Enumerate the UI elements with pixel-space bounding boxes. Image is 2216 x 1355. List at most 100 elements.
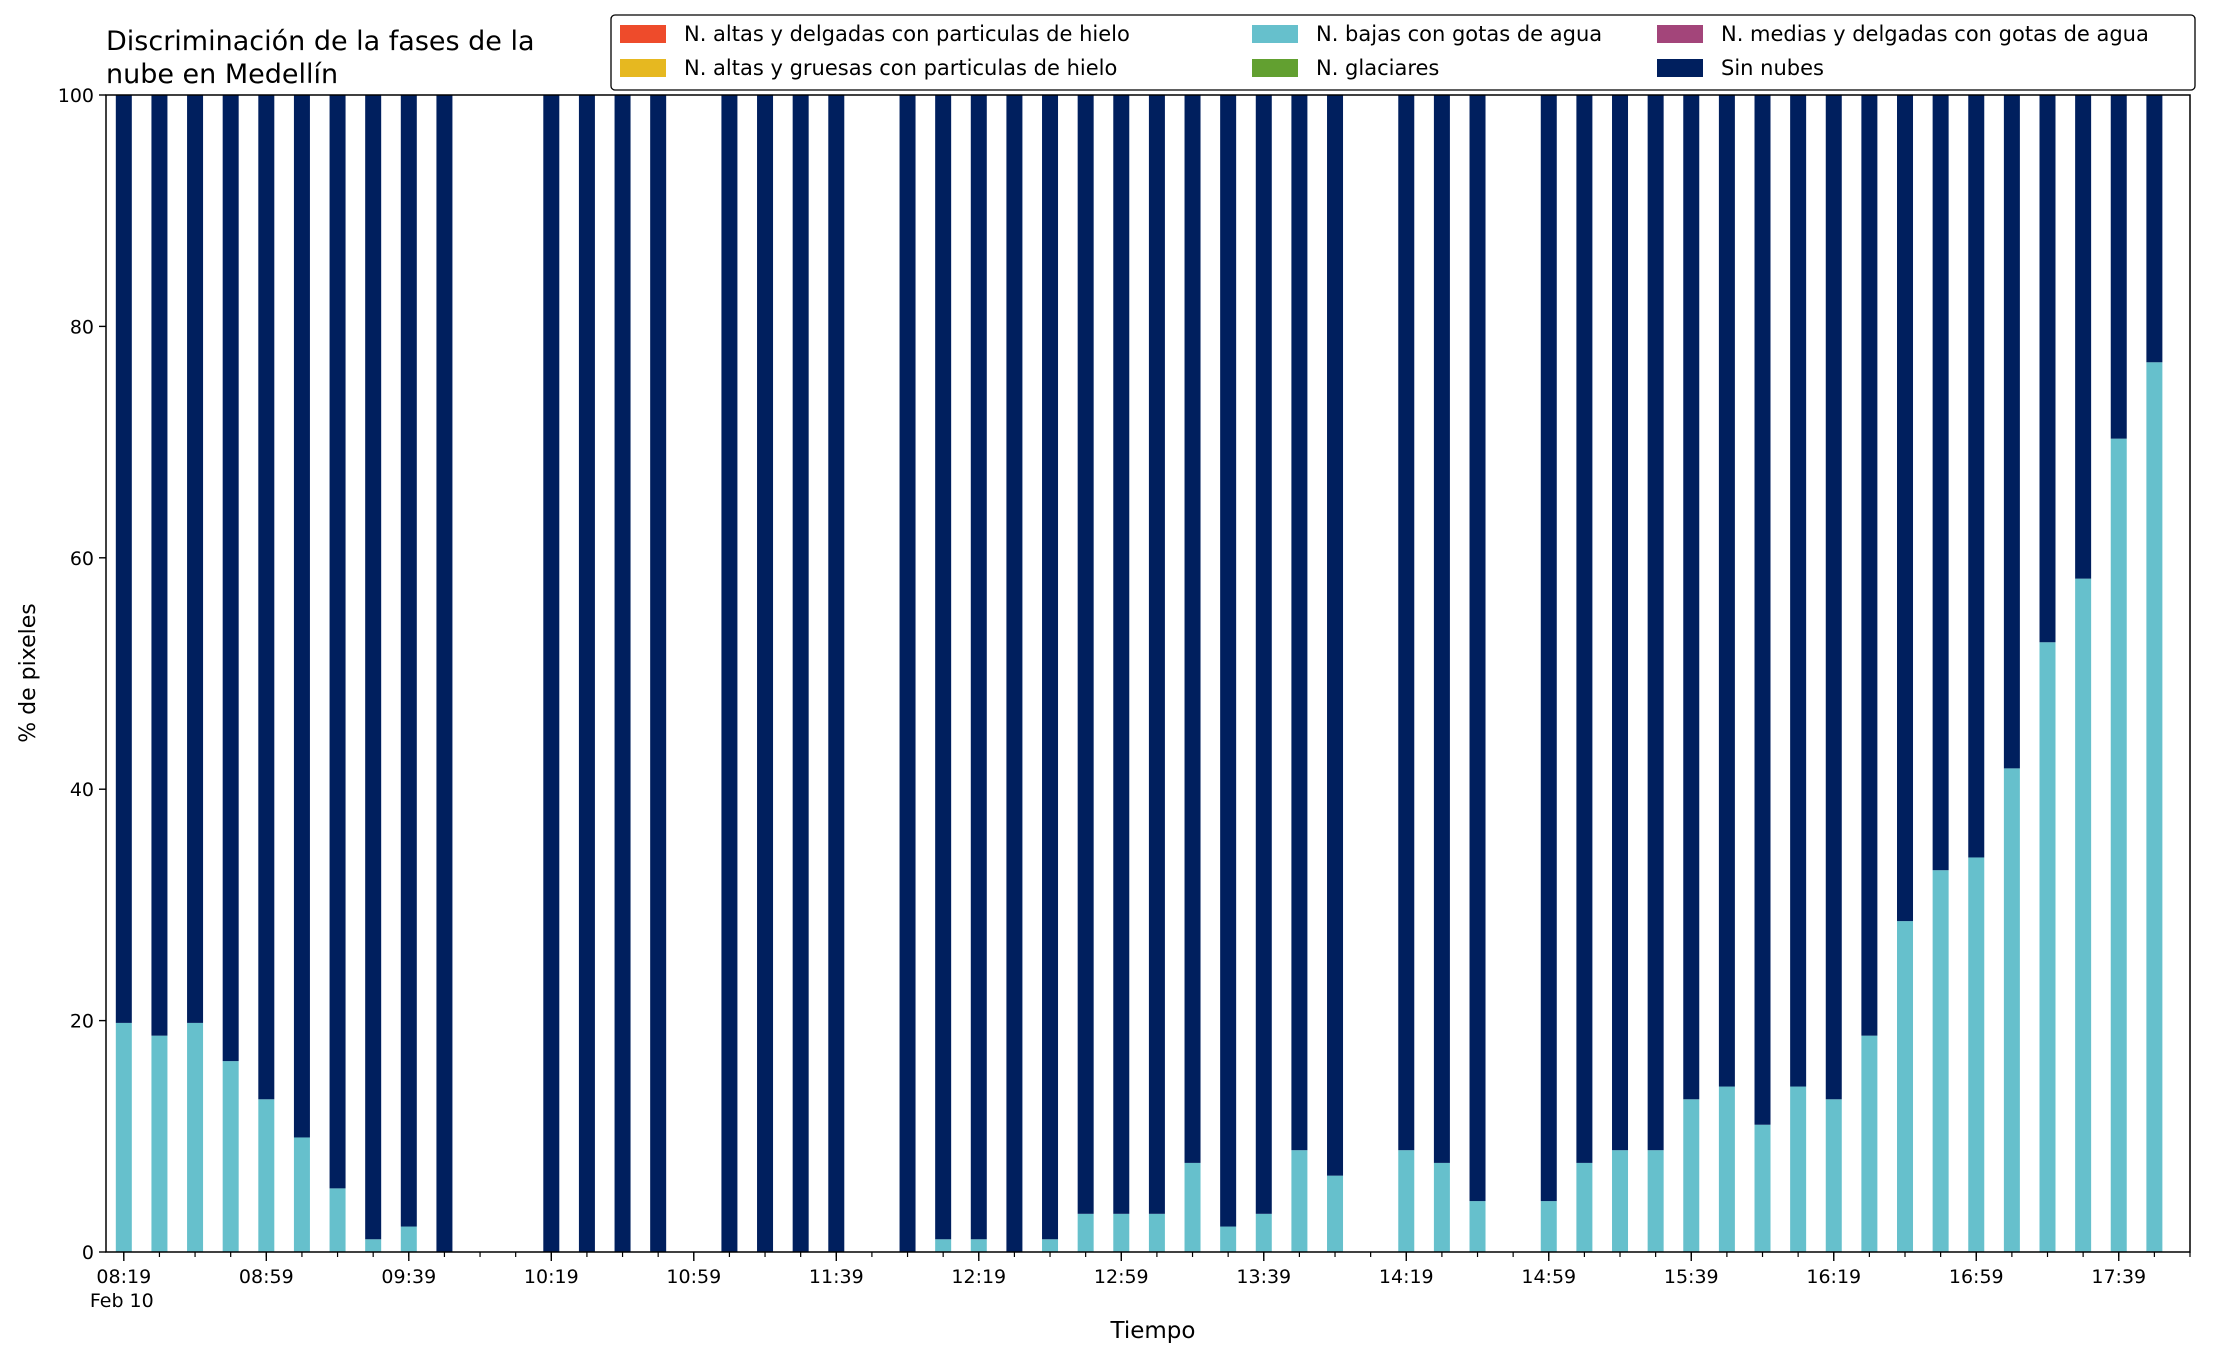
bar-segment — [1255, 1213, 1272, 1252]
bar-segment — [1790, 1086, 1807, 1252]
bar-segment — [792, 95, 809, 1252]
bar-segment — [543, 95, 560, 1252]
bar-segment — [970, 1239, 987, 1252]
bar-segment — [115, 95, 132, 1023]
legend-label: N. altas y gruesas con particulas de hie… — [684, 56, 1117, 80]
bar-segment — [187, 95, 204, 1023]
bar-segment — [151, 1035, 168, 1252]
bar-segment — [1932, 95, 1949, 871]
legend-label: N. altas y delgadas con particulas de hi… — [684, 22, 1130, 46]
y-tick-label: 80 — [70, 316, 94, 338]
bar-segment — [1006, 95, 1023, 1252]
legend-swatch — [1252, 25, 1298, 43]
x-tick-label: 14:59 — [1521, 1266, 1576, 1288]
bar-segment — [151, 95, 168, 1036]
bar-segment — [2039, 95, 2056, 643]
bar-segment — [1897, 921, 1914, 1252]
bar-segment — [1612, 95, 1629, 1151]
y-tick-label: 20 — [70, 1011, 94, 1033]
bar-segment — [1255, 95, 1272, 1214]
bar-segment — [1077, 95, 1094, 1214]
bar-segment — [2075, 578, 2092, 1252]
bar-segment — [1754, 95, 1771, 1125]
y-tick-label: 60 — [70, 548, 94, 570]
x-tick-label: 12:59 — [1094, 1266, 1149, 1288]
bar-segment — [1148, 1213, 1165, 1252]
bar-segment — [1540, 95, 1557, 1202]
legend-label: Sin nubes — [1721, 56, 1824, 80]
bar-segment — [258, 95, 275, 1100]
x-tick-label: 11:39 — [809, 1266, 864, 1288]
plot-frame — [105, 94, 2191, 1253]
bar-segment — [1469, 1201, 1486, 1252]
x-axis-label: Tiempo — [1110, 1318, 1196, 1344]
bar-segment — [2039, 642, 2056, 1252]
chart-title: Discriminación de la fases de la nube en… — [106, 26, 535, 90]
bar-segment — [1576, 1162, 1593, 1252]
x-tick-label: 09:39 — [381, 1266, 436, 1288]
bar-segment — [400, 95, 417, 1227]
bar-segment — [650, 95, 667, 1252]
x-tick-label: 16:19 — [1806, 1266, 1861, 1288]
bar-segment — [436, 95, 453, 1252]
bar-segment — [187, 1022, 204, 1252]
bar-segment — [1327, 95, 1344, 1176]
bar-segment — [1042, 1239, 1059, 1252]
bar-segment — [293, 1137, 310, 1252]
bar-segment — [1612, 1150, 1629, 1252]
bar-segment — [2146, 362, 2163, 1252]
bar-segment — [365, 1239, 382, 1252]
bar-segment — [1932, 870, 1949, 1252]
bar-segment — [1540, 1201, 1557, 1252]
bar-segment — [1113, 95, 1130, 1214]
bar-segment — [1861, 95, 1878, 1036]
bar-segment — [1647, 95, 1664, 1151]
bars-layer — [115, 95, 2163, 1252]
bar-segment — [115, 1022, 132, 1252]
bar-segment — [757, 95, 774, 1252]
bar-segment — [1647, 1150, 1664, 1252]
bar-segment — [2003, 768, 2020, 1252]
bar-segment — [222, 1061, 239, 1252]
legend-swatch — [1657, 59, 1703, 77]
bar-segment — [329, 95, 346, 1189]
bar-segment — [1148, 95, 1165, 1214]
y-axis-label: % de pixeles — [16, 603, 41, 742]
bar-segment — [1113, 1213, 1130, 1252]
y-tick-label: 0 — [82, 1242, 94, 1264]
bar-segment — [1184, 1162, 1201, 1252]
bar-segment — [400, 1226, 417, 1252]
bar-segment — [2003, 95, 2020, 769]
bar-segment — [1861, 1035, 1878, 1252]
bar-segment — [1825, 95, 1842, 1100]
bar-segment — [1433, 1162, 1450, 1252]
bar-segment — [329, 1188, 346, 1252]
bar-segment — [1683, 95, 1700, 1100]
legend-swatch — [1657, 25, 1703, 43]
bar-segment — [365, 95, 382, 1240]
bar-segment — [1683, 1099, 1700, 1252]
legend-swatch — [620, 59, 666, 77]
bar-segment — [578, 95, 595, 1252]
bar-segment — [1398, 95, 1415, 1151]
legend-frame — [610, 14, 2196, 91]
bar-segment — [721, 95, 738, 1252]
bar-segment — [1398, 1150, 1415, 1252]
x-tick-label: 16:59 — [1949, 1266, 2004, 1288]
bar-segment — [1184, 95, 1201, 1163]
bar-segment — [1825, 1099, 1842, 1252]
bar-segment — [1220, 1226, 1237, 1252]
bar-segment — [1220, 95, 1237, 1227]
bar-segment — [1718, 95, 1735, 1087]
bar-segment — [899, 95, 916, 1252]
x-tick-label: 08:19 — [96, 1266, 151, 1288]
x-tick-label: 08:59 — [239, 1266, 294, 1288]
bar-segment — [1754, 1124, 1771, 1252]
chart-title-line2: nube en Medellín — [106, 59, 338, 90]
legend-label: N. bajas con gotas de agua — [1316, 22, 1602, 46]
bar-segment — [1042, 95, 1059, 1240]
legend-label: N. medias y delgadas con gotas de agua — [1721, 22, 2149, 46]
bar-segment — [1291, 1150, 1308, 1252]
